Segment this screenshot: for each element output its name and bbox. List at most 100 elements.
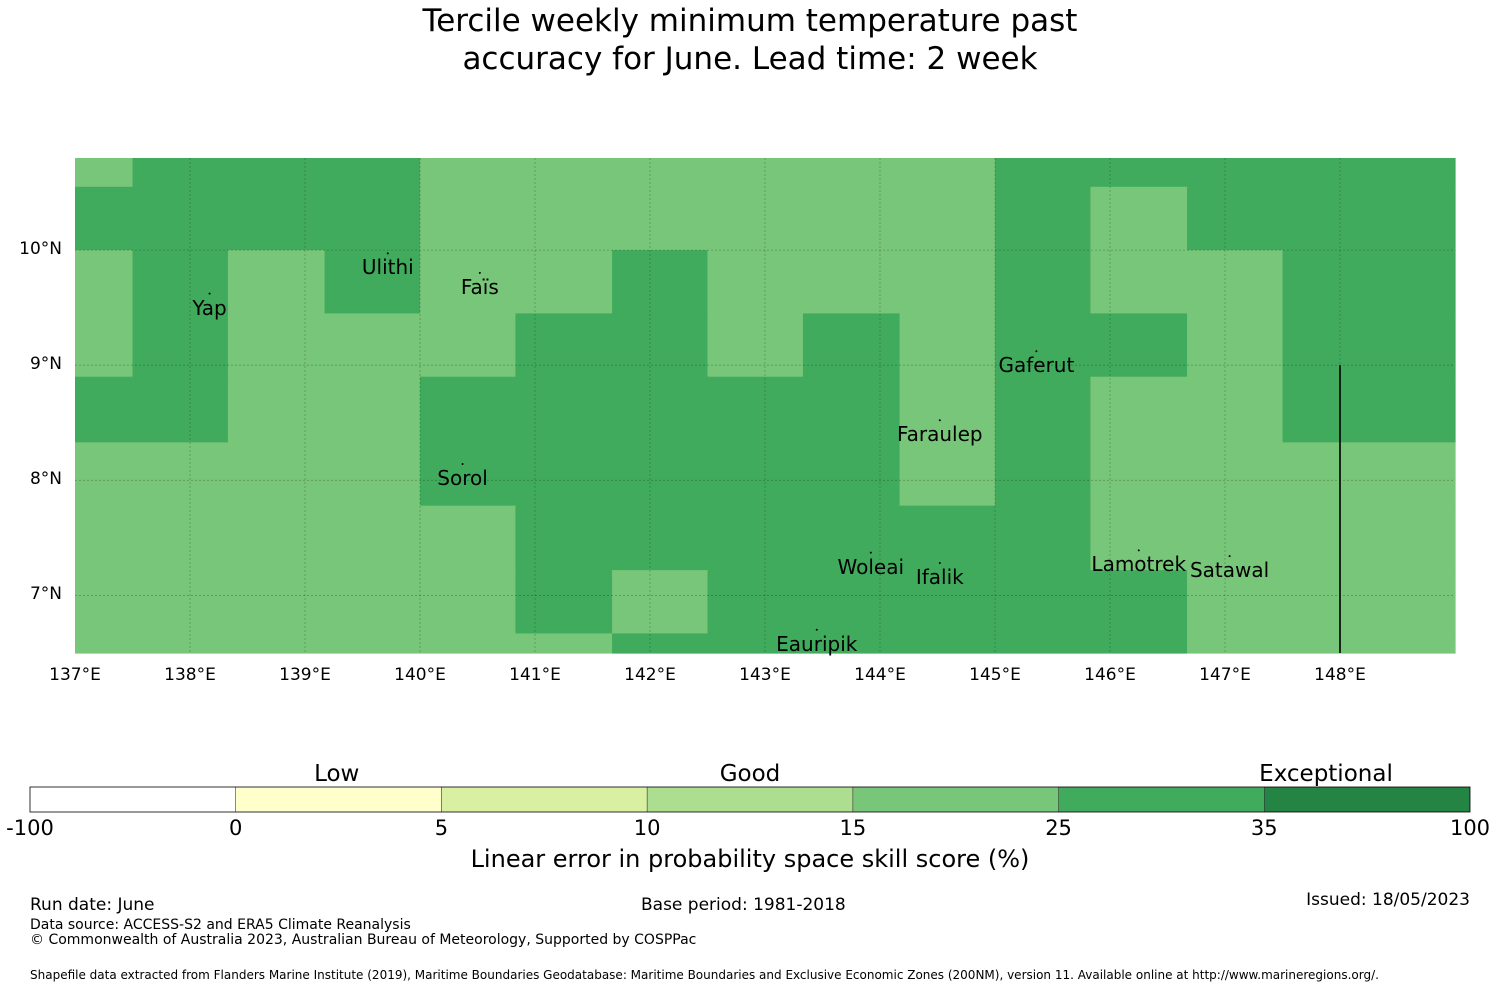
grid-cell	[75, 250, 134, 315]
grid-cell	[1187, 158, 1284, 188]
grid-cell	[132, 442, 229, 507]
place-label: Lamotrek	[1091, 552, 1187, 577]
grid-cell	[75, 186, 134, 251]
grid-cell	[612, 633, 709, 654]
grid-cell	[995, 570, 1092, 635]
grid-cell	[1377, 158, 1456, 188]
grid-cell	[75, 570, 134, 635]
colorbar-label: Linear error in probability space skill …	[470, 845, 1030, 873]
grid-cell	[1187, 376, 1284, 443]
lon-tick-label: 146°E	[1084, 665, 1136, 685]
lon-tick-label: 145°E	[969, 665, 1021, 685]
grid-cell	[1187, 186, 1284, 251]
grid-cell	[515, 505, 613, 571]
grid-cell	[707, 570, 804, 635]
grid-cell	[899, 158, 996, 188]
grid-cell	[132, 186, 229, 251]
colorbar-bin	[441, 787, 648, 812]
grid-cell	[899, 250, 996, 315]
lat-tick-label: 8°N	[29, 469, 62, 490]
title-line-1: Tercile weekly minimum temperature past	[422, 3, 1078, 39]
grid-cell	[802, 442, 901, 507]
grid-cell	[420, 313, 517, 378]
grid-cell	[802, 186, 901, 251]
grid-cell	[132, 158, 229, 188]
grid-cell	[1377, 505, 1456, 571]
grid-cell	[420, 250, 517, 315]
island-dot	[1035, 350, 1038, 353]
grid-cell	[612, 442, 709, 507]
grid-cell	[1282, 250, 1379, 315]
place-label: Woleai	[837, 554, 905, 579]
grid-cell	[324, 505, 421, 571]
grid-cell	[515, 158, 613, 188]
colorbar-tick-label: 5	[434, 816, 449, 840]
grid-cell	[324, 376, 421, 443]
colorbar-bin	[647, 787, 853, 812]
grid-cell	[1090, 250, 1188, 315]
colorbar-tick-label: -100	[6, 816, 54, 840]
grid-cell	[1377, 313, 1456, 378]
grid-cell	[802, 376, 901, 443]
grid-cell	[420, 186, 517, 251]
grid-cell	[1282, 570, 1379, 635]
grid-cell	[1377, 376, 1456, 443]
grid-cell	[995, 158, 1092, 188]
lon-tick-label: 138°E	[164, 665, 216, 685]
grid-cell	[227, 158, 326, 188]
grid-cell	[515, 313, 613, 378]
grid-cell	[132, 376, 229, 443]
grid-cell	[1282, 633, 1379, 654]
grid-cell	[420, 442, 517, 507]
grid-cell	[515, 442, 613, 507]
grid-cell	[1187, 505, 1284, 571]
grid-cell	[707, 186, 804, 251]
colorbar-category-label: Low	[314, 761, 360, 787]
grid-cell	[324, 633, 421, 654]
grid-cell	[1377, 186, 1456, 251]
grid-cell	[75, 313, 134, 378]
grid-cell	[132, 633, 229, 654]
grid-cell	[1282, 376, 1379, 443]
colorbar-tick-label: 25	[1045, 816, 1072, 840]
grid-cell	[1090, 313, 1188, 378]
grid-cell	[899, 633, 996, 654]
grid-cell	[1377, 633, 1456, 654]
grid-cell	[995, 186, 1092, 251]
grid-cell	[75, 505, 134, 571]
grid-cell	[612, 313, 709, 378]
grid-cell	[420, 376, 517, 443]
copyright: © Commonwealth of Australia 2023, Austra…	[30, 932, 697, 948]
lat-tick-label: 7°N	[29, 584, 62, 605]
grid-cell	[1282, 442, 1379, 507]
grid-cell	[707, 505, 804, 571]
colorbar-tick-label: 15	[839, 816, 867, 840]
grid-cell	[995, 442, 1092, 507]
grid-cell	[1090, 158, 1188, 188]
grid-cell	[707, 313, 804, 378]
grid-cell	[227, 505, 326, 571]
island-dot	[938, 562, 941, 565]
place-label: Faïs	[460, 274, 499, 299]
colorbar-bin	[852, 787, 1059, 812]
island-dot	[815, 628, 818, 631]
grid-cell	[1282, 186, 1379, 251]
grid-cell	[515, 570, 613, 635]
place-label: Eauripik	[776, 631, 858, 656]
grid-cell	[75, 158, 134, 188]
grid-cell	[132, 570, 229, 635]
place-label: Gaferut	[998, 353, 1075, 378]
grid-cell	[420, 505, 517, 571]
grid-cell	[324, 570, 421, 635]
colorbar-bin	[235, 787, 442, 812]
grid-cell	[707, 633, 804, 654]
place-label: Satawal	[1189, 558, 1270, 583]
grid-cell	[1187, 313, 1284, 378]
grid-cell	[612, 186, 709, 251]
grid-cell	[75, 633, 134, 654]
colorbar-tick-label: 10	[633, 816, 661, 840]
lon-tick-label: 137°E	[49, 665, 101, 685]
grid-cell	[324, 442, 421, 507]
grid-cell	[324, 250, 421, 315]
